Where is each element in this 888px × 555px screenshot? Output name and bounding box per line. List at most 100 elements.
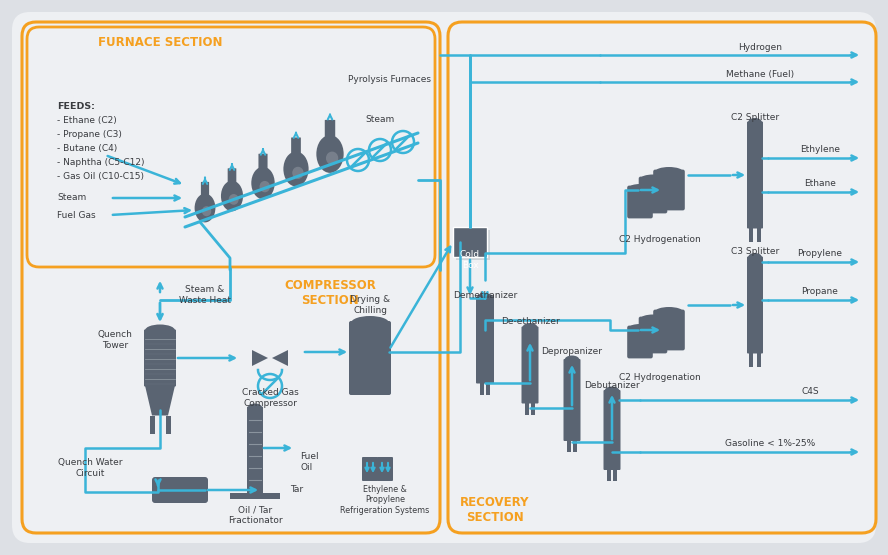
FancyBboxPatch shape [638,176,667,214]
Text: FURNACE SECTION: FURNACE SECTION [98,37,223,49]
Bar [165,416,170,433]
Text: Demethanizer: Demethanizer [453,290,517,300]
Text: De-ethanizer: De-ethanizer [501,317,559,326]
Text: Propane: Propane [802,287,838,296]
Ellipse shape [565,356,580,365]
Bar [531,402,535,415]
FancyBboxPatch shape [291,138,301,154]
FancyBboxPatch shape [654,310,685,350]
Bar [230,492,280,498]
Text: C2 Hydrogenation: C2 Hydrogenation [619,374,701,382]
Text: C2 Hydrogenation: C2 Hydrogenation [619,235,701,245]
Ellipse shape [655,307,683,316]
Ellipse shape [351,316,389,330]
Ellipse shape [605,386,620,396]
FancyBboxPatch shape [258,154,267,169]
Bar [749,352,753,366]
FancyBboxPatch shape [349,321,391,395]
FancyBboxPatch shape [521,326,538,403]
Text: Oil / Tar
Fractionator: Oil / Tar Fractionator [227,505,282,524]
Ellipse shape [641,174,665,183]
FancyBboxPatch shape [747,256,763,354]
Text: Ethylene &
Propylene
Refrigeration Systems: Ethylene & Propylene Refrigeration Syste… [340,485,430,515]
Bar [480,382,484,395]
Ellipse shape [283,152,309,186]
Text: COMPRESSOR
SECTION: COMPRESSOR SECTION [284,279,376,307]
Ellipse shape [630,324,651,331]
Text: Debutanizer: Debutanizer [584,381,640,390]
Ellipse shape [522,323,537,332]
Ellipse shape [748,118,762,127]
Text: Tar: Tar [290,486,303,495]
Text: Steam: Steam [57,194,86,203]
Bar [456,230,490,260]
Polygon shape [252,350,268,366]
Text: Ethane: Ethane [804,179,836,189]
FancyBboxPatch shape [654,170,685,210]
Text: Hydrogen: Hydrogen [738,43,782,52]
FancyBboxPatch shape [627,326,653,359]
Bar [453,227,487,257]
Text: Pyrolysis Furnaces: Pyrolysis Furnaces [348,75,431,84]
Text: Quench
Tower: Quench Tower [98,330,132,350]
Text: - Naphtha (C5-C12): - Naphtha (C5-C12) [57,158,145,167]
Ellipse shape [259,181,270,192]
FancyBboxPatch shape [377,457,393,481]
Ellipse shape [655,167,683,176]
Bar [149,416,155,433]
FancyBboxPatch shape [564,359,581,441]
Bar [567,440,571,452]
FancyBboxPatch shape [362,457,378,481]
Bar [757,352,761,366]
Ellipse shape [326,152,338,165]
FancyBboxPatch shape [12,12,876,543]
Ellipse shape [194,194,216,223]
FancyBboxPatch shape [144,330,176,386]
Ellipse shape [248,403,262,411]
FancyBboxPatch shape [227,168,236,183]
FancyBboxPatch shape [747,122,763,229]
Text: Ethylene: Ethylene [800,145,840,154]
FancyBboxPatch shape [201,182,209,196]
Bar [749,228,753,241]
FancyBboxPatch shape [152,477,208,503]
Text: - Gas Oil (C10-C15): - Gas Oil (C10-C15) [57,172,144,181]
Bar [613,469,617,481]
Text: Gasoline < 1%-25%: Gasoline < 1%-25% [725,440,815,448]
Ellipse shape [251,167,274,199]
Ellipse shape [316,135,344,173]
Text: RECOVERY
SECTION: RECOVERY SECTION [460,496,530,524]
Text: Quench Water
Circuit: Quench Water Circuit [58,458,123,478]
Bar [486,382,490,395]
Text: - Ethane (C2): - Ethane (C2) [57,116,116,125]
Text: Steam &
Waste Heat: Steam & Waste Heat [179,285,231,305]
Ellipse shape [748,253,762,262]
Text: - Propane (C3): - Propane (C3) [57,130,122,139]
Bar [757,228,761,241]
Text: Propylene: Propylene [797,250,843,259]
FancyBboxPatch shape [604,390,621,470]
Text: - Butane (C4): - Butane (C4) [57,144,117,153]
FancyBboxPatch shape [476,296,494,384]
FancyBboxPatch shape [627,185,653,219]
Ellipse shape [229,194,239,205]
Ellipse shape [641,315,665,322]
FancyBboxPatch shape [638,316,667,354]
FancyBboxPatch shape [325,120,336,138]
Polygon shape [145,386,175,416]
Text: Drying &
Chilling: Drying & Chilling [350,295,390,315]
Bar [607,469,611,481]
Text: C2 Splitter: C2 Splitter [731,113,779,122]
Bar [525,402,529,415]
Bar [573,440,577,452]
Ellipse shape [221,181,243,211]
Ellipse shape [202,206,211,216]
Text: Steam: Steam [365,115,394,124]
FancyBboxPatch shape [247,406,263,493]
Text: Depropanizer: Depropanizer [542,347,602,356]
Ellipse shape [477,293,493,302]
Ellipse shape [145,325,175,336]
Ellipse shape [292,166,304,179]
Text: Fuel
Oil: Fuel Oil [300,452,319,472]
Text: FEEDS:: FEEDS: [57,102,95,111]
